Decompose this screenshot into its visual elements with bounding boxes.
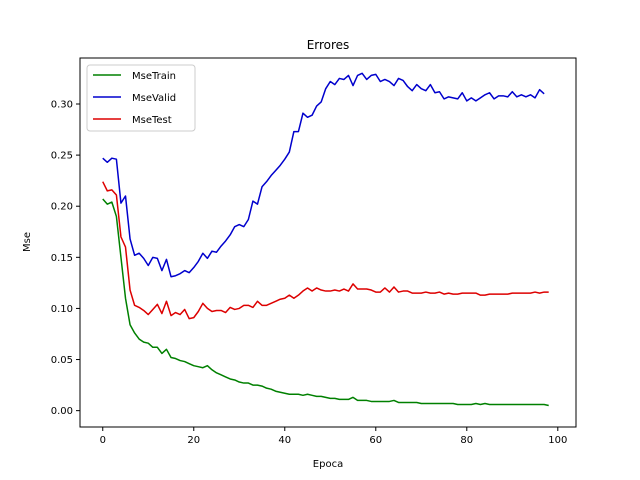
y-tick-label: 0.10 xyxy=(51,304,73,315)
x-axis-title: Epoca xyxy=(313,459,343,470)
y-tick-label: 0.25 xyxy=(51,151,73,162)
y-tick-label: 0.05 xyxy=(51,355,73,366)
y-axis-title: Mse xyxy=(22,232,33,252)
legend-label-msevalid: MseValid xyxy=(132,93,176,104)
y-tick-label: 0.20 xyxy=(51,202,73,213)
series-layer xyxy=(102,72,549,407)
series-line-msevalid xyxy=(102,72,545,278)
series-line-msetest xyxy=(102,181,549,320)
x-tick-label: 20 xyxy=(187,435,200,446)
x-tick-label: 0 xyxy=(100,435,106,446)
y-tick-label: 0.30 xyxy=(51,99,73,110)
x-tick-label: 80 xyxy=(460,435,473,446)
x-tick-label: 60 xyxy=(369,435,382,446)
y-tick-label: 0.00 xyxy=(51,406,73,417)
chart-title: Errores xyxy=(307,38,350,52)
x-axis: 0 20 40 60 80 100 xyxy=(100,427,567,446)
legend-label-msetest: MseTest xyxy=(132,115,172,126)
y-tick-label: 0.15 xyxy=(51,253,73,264)
x-tick-label: 100 xyxy=(548,435,567,446)
plot-frame xyxy=(79,57,577,428)
x-tick-label: 40 xyxy=(278,435,291,446)
legend-label-msetrain: MseTrain xyxy=(132,71,176,82)
y-axis: 0.00 0.05 0.10 0.15 0.20 0.25 0.30 xyxy=(51,99,80,417)
legend: MseTrain MseValid MseTest xyxy=(86,64,196,132)
legend-box xyxy=(86,64,196,132)
series-line-msetrain xyxy=(102,198,549,407)
